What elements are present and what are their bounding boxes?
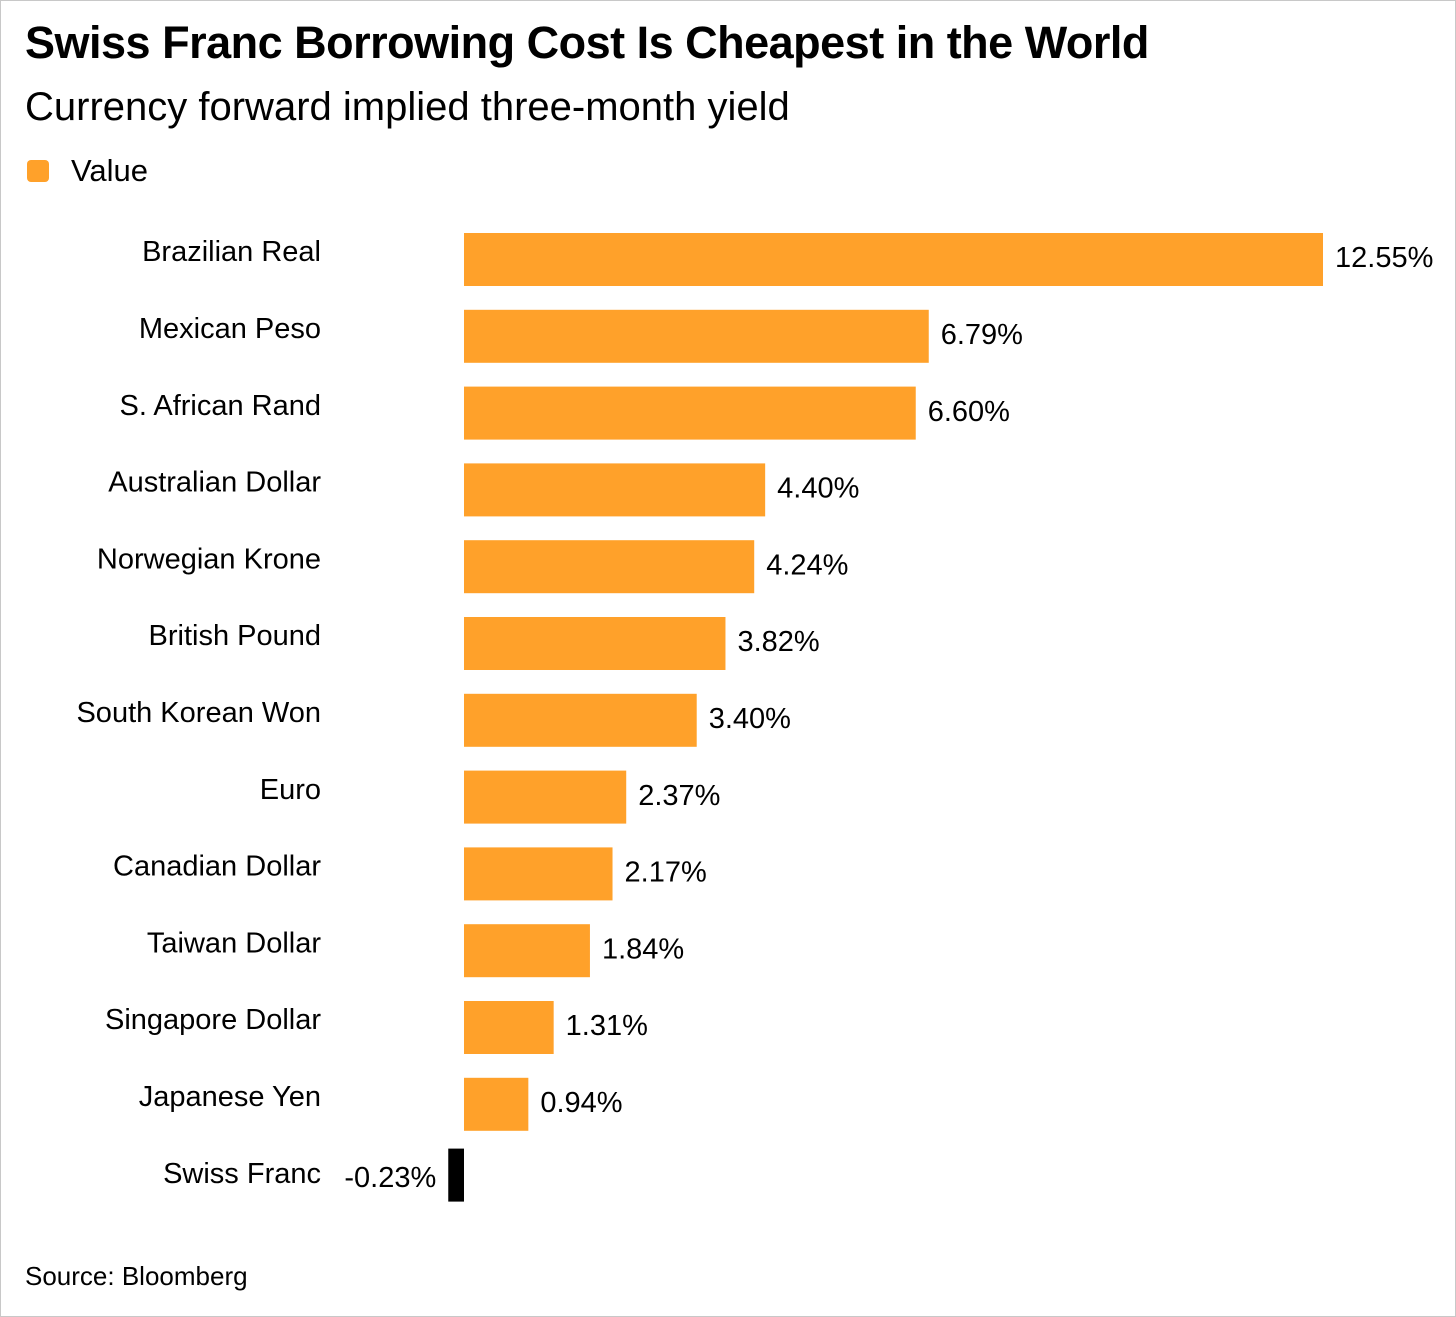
bar-canadian-dollar [464, 847, 613, 901]
bar-brazilian-real [464, 233, 1323, 286]
legend-swatch [27, 160, 49, 182]
value-label: 2.17% [625, 857, 707, 889]
value-label: 6.79% [941, 319, 1023, 351]
source-note: Source: Bloomberg [25, 1261, 248, 1291]
chart-title: Swiss Franc Borrowing Cost Is Cheapest i… [25, 17, 1149, 68]
bar-taiwan-dollar [464, 924, 590, 978]
bar-swiss-franc [448, 1148, 464, 1202]
value-label: 4.40% [777, 473, 859, 505]
value-label: 3.82% [737, 626, 819, 658]
legend-label: Value [71, 153, 148, 188]
value-label: -0.23% [344, 1162, 436, 1194]
category-label: Euro [260, 774, 321, 806]
bar-japanese-yen [464, 1077, 529, 1131]
value-label: 1.31% [566, 1010, 648, 1042]
bar-s-african-rand [464, 386, 916, 440]
chart-subtitle: Currency forward implied three-month yie… [25, 85, 790, 129]
value-label: 3.40% [709, 703, 791, 735]
bar-norwegian-krone [464, 540, 755, 594]
value-label: 1.84% [602, 933, 684, 965]
bar-euro [464, 770, 627, 824]
value-label: 4.24% [766, 549, 848, 581]
bar-singapore-dollar [464, 1001, 554, 1054]
value-label: 12.55% [1335, 242, 1433, 274]
category-label: South Korean Won [76, 697, 321, 729]
category-label: Mexican Peso [139, 313, 321, 345]
category-label: Brazilian Real [142, 236, 321, 268]
legend: Value [27, 153, 148, 189]
category-label: Norwegian Krone [97, 543, 321, 575]
category-label: Singapore Dollar [105, 1004, 321, 1036]
bar-australian-dollar [464, 463, 766, 517]
category-label: Australian Dollar [108, 467, 321, 499]
category-label: Canadian Dollar [113, 851, 321, 883]
category-label: British Pound [149, 620, 322, 652]
bar-south-korean-won [464, 693, 697, 747]
category-label: Taiwan Dollar [147, 927, 321, 959]
value-label: 6.60% [928, 396, 1010, 428]
value-label: 0.94% [540, 1087, 622, 1119]
category-label: Japanese Yen [139, 1081, 321, 1113]
category-label: S. African Rand [120, 390, 322, 422]
bar-british-pound [464, 617, 726, 670]
category-label: Swiss Franc [163, 1158, 321, 1190]
value-label: 2.37% [638, 780, 720, 812]
bar-mexican-peso [464, 309, 929, 363]
